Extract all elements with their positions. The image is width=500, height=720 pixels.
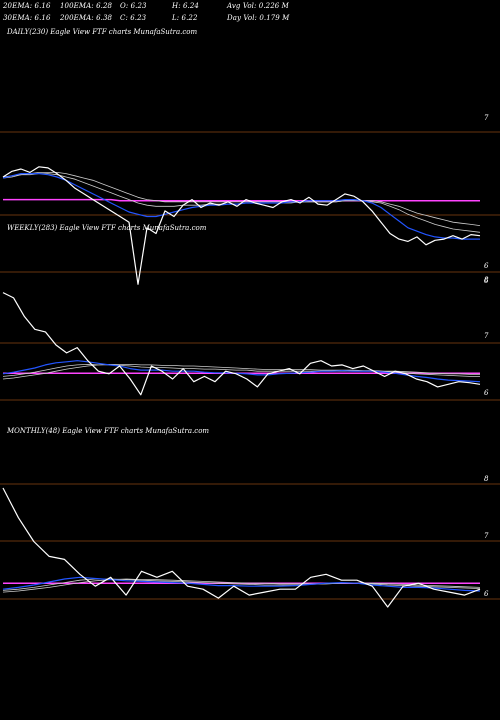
y-tick-label: 7: [484, 532, 489, 540]
price-line: [2, 487, 481, 608]
monthly-panel-label: MONTHLY(48) Eagle View FTF charts Munafa…: [7, 427, 210, 435]
high-readout: H: 6.24: [172, 2, 199, 10]
day-volume-readout: Day Vol: 0.179 M: [227, 14, 290, 22]
y-tick-label: 8: [484, 276, 489, 284]
y-tick-label: 6: [484, 590, 489, 598]
ema-short-line: [2, 576, 481, 592]
ema-short-line: [2, 360, 481, 383]
ema-200-line: [3, 198, 480, 202]
y-tick-label: 7: [484, 114, 489, 122]
low-readout: L: 6.22: [172, 14, 198, 22]
y-tick-label: 8: [484, 475, 489, 483]
close-readout: C: 6.23: [120, 14, 147, 22]
daily-panel-label: DAILY(230) Eagle View FTF charts MunafaS…: [7, 28, 198, 36]
ema20-readout: 20EMA: 6.16: [3, 2, 51, 10]
y-tick-label: 6: [484, 389, 489, 397]
y-tick-label: 6: [484, 277, 489, 285]
y-tick-label: 6: [484, 262, 489, 270]
ema-long-line: [2, 171, 481, 226]
weekly-panel-label: WEEKLY(283) Eagle View FTF charts Munafa…: [7, 224, 207, 232]
ema-long-line: [2, 578, 481, 593]
price-line: [2, 166, 481, 285]
ema200-readout: 200EMA: 6.38: [60, 14, 113, 22]
open-readout: O: 6.23: [120, 2, 147, 10]
ema100-readout: 100EMA: 6.28: [60, 2, 113, 10]
ema-long-line: [2, 363, 480, 380]
ema30-readout: 30EMA: 6.16: [3, 14, 51, 22]
price-line: [2, 292, 481, 396]
ema-mid-line: [2, 578, 481, 591]
y-tick-label: 7: [484, 332, 489, 340]
avg-volume-readout: Avg Vol: 0.226 M: [227, 2, 289, 10]
